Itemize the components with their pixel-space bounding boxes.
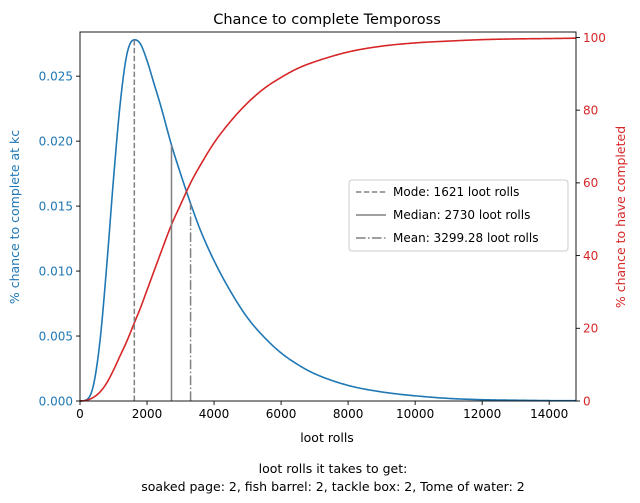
x-axis-label: loot rolls: [300, 430, 354, 445]
y-left-tick-label: 0.020: [39, 134, 73, 148]
x-tick-label: 10000: [396, 407, 434, 421]
y-right-tick-label: 80: [583, 103, 598, 117]
y-axis-right: 0 20 40 60 80 100: [576, 31, 606, 408]
y-left-tick-label: 0.015: [39, 199, 73, 213]
y-axis-right-label: % chance to have completed: [613, 126, 628, 308]
x-tick-label: 14000: [530, 407, 568, 421]
x-tick-label: 4000: [199, 407, 230, 421]
y-left-tick-label: 0.025: [39, 69, 73, 83]
y-right-tick-label: 100: [583, 31, 606, 45]
plot-frame: [79, 31, 577, 402]
cdf-curve: [79, 37, 577, 402]
pdf-curve: [79, 38, 577, 402]
legend-label-mode: Mode: 1621 loot rolls: [393, 185, 519, 199]
y-axis-left: 0.000 0.005 0.010 0.015 0.020 0.025: [39, 69, 80, 408]
legend-label-mean: Mean: 3299.28 loot rolls: [393, 231, 538, 245]
y-left-tick-label: 0.010: [39, 264, 73, 278]
y-right-tick-label: 20: [583, 322, 598, 336]
footer-line-1: loot rolls it takes to get:: [259, 461, 408, 476]
chart-title: Chance to complete Tempoross: [213, 12, 441, 28]
y-right-tick-label: 60: [583, 176, 598, 190]
footer-line-2: soaked page: 2, fish barrel: 2, tackle b…: [141, 479, 524, 494]
x-axis: 0 2000 4000 6000 8000 10000 12000 14000: [76, 401, 568, 421]
x-tick-label: 0: [76, 407, 84, 421]
y-right-tick-label: 40: [583, 249, 598, 263]
y-right-tick-label: 0: [583, 394, 591, 408]
curves: [79, 37, 577, 402]
stat-markers: [133, 39, 192, 401]
y-left-tick-label: 0.005: [39, 329, 73, 343]
legend: Mode: 1621 loot rolls Median: 2730 loot …: [348, 179, 569, 252]
legend-box: [348, 179, 569, 252]
y-axis-left-label: % chance to complete at kc: [7, 130, 22, 304]
legend-label-median: Median: 2730 loot rolls: [393, 208, 530, 222]
y-left-tick-label: 0.000: [39, 394, 73, 408]
x-tick-label: 12000: [463, 407, 501, 421]
x-tick-label: 8000: [333, 407, 364, 421]
x-tick-label: 6000: [266, 407, 297, 421]
x-tick-label: 2000: [132, 407, 163, 421]
